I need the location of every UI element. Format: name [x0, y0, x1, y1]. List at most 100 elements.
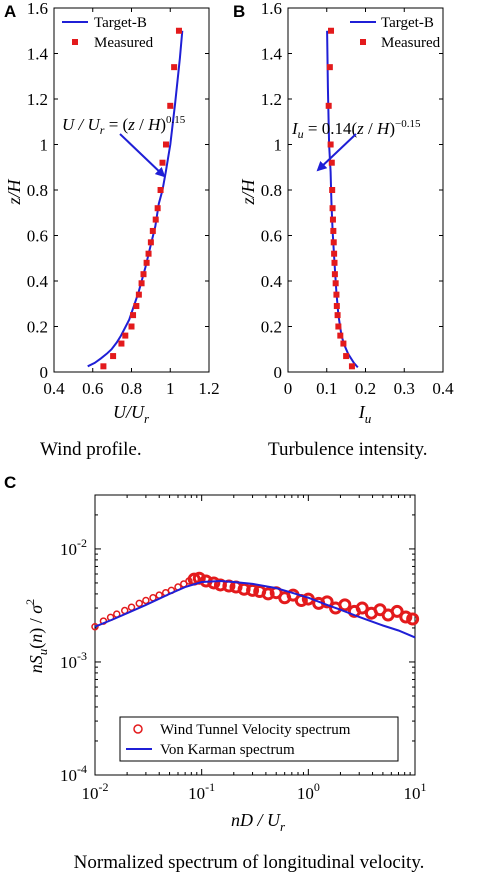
panel-c-y-axis-title: nSu(n) / σ2: [23, 599, 50, 673]
panel-b-y-axis-title: z/H: [238, 179, 258, 206]
panel-c-x-tick-label: 101: [404, 780, 427, 803]
panel-c-measured-point: [399, 610, 413, 624]
panel-a-measured-point: [157, 187, 164, 193]
panel-a-ticks: 0.4 0.6 0.8 1 1.2 0 0.2 0.4 0.6 0.8 1 1.2 1.4 1.6: [27, 0, 220, 398]
panel-a-measured-point: [175, 27, 182, 34]
panel-b-turbulence-intensity: 0 0.1 0.2 0.3 0.4 0 0.2 0.4 0.6 0.8 1 1.2 1.4 1.6 Tar…: [238, 0, 454, 460]
panel-b-x-tick-label: 0.4: [432, 379, 454, 398]
panel-b-y-tick-label: 1.4: [261, 45, 283, 64]
panel-b-x-tick-label: 0.2: [355, 379, 376, 398]
panel-a-measured-point: [110, 353, 117, 360]
panel-c-legend-wind-tunnel: Wind Tunnel Velocity spectrum: [160, 722, 351, 738]
panel-a-x-tick-label: 0.6: [82, 379, 103, 398]
panel-a-measured-point: [143, 259, 150, 266]
panel-a-measured-point: [171, 64, 178, 71]
panel-c-measured-point: [142, 596, 150, 605]
panel-a-x-axis-title: U/Ur: [113, 402, 150, 426]
panel-b-measured-point: [329, 205, 336, 212]
panel-b-target-b-line: [326, 30, 359, 369]
panel-b-measured-point: [331, 250, 338, 257]
panel-b-ticks: 0 0.1 0.2 0.3 0.4 0 0.2 0.4 0.6 0.8 1 1.2 1.4 1.6: [261, 0, 454, 398]
panel-a-y-tick-label: 1.2: [27, 90, 48, 109]
panel-a-measured-markers: [100, 27, 182, 370]
panel-b-legend-measured: Measured: [381, 35, 441, 51]
panel-b-measured-point: [334, 312, 341, 319]
panel-b-y-tick-label: 1.2: [261, 90, 282, 109]
panel-c-measured-point: [135, 599, 144, 608]
panel-c-measured-point: [207, 576, 221, 590]
panel-a-y-tick-label: 0.2: [27, 318, 48, 337]
panel-b-y-tick-label: 0.2: [261, 318, 282, 337]
panel-a-measured-point: [154, 205, 161, 212]
panel-a-measured-point: [128, 323, 135, 330]
panel-a-target-b-line: [87, 30, 184, 368]
panel-a-measured-point: [122, 332, 129, 339]
panel-b-measured-point: [331, 271, 338, 278]
panel-b-measured-point: [340, 340, 347, 347]
panel-a-legend-marker-sample: [72, 39, 78, 45]
panel-b-x-tick-label: 0.3: [394, 379, 415, 398]
panel-a-y-tick-label: 1.4: [27, 45, 49, 64]
panel-a-legend: Target-B Measured: [62, 15, 154, 51]
panel-b-annotation: Iu = 0.14(z / H)−0.15: [291, 118, 421, 141]
panel-a-measured-point: [159, 159, 166, 166]
panel-c-legend-circle-sample: [133, 724, 143, 734]
panel-c-y-tick-label: 10-3: [60, 649, 87, 672]
panel-a-legend-target-b: Target-B: [94, 15, 147, 31]
panel-c-measured-point: [338, 598, 352, 612]
panel-b-y-tick-label: 0.6: [261, 227, 282, 246]
panel-c-plot-frame: [94, 494, 416, 776]
panel-a-measured-point: [138, 280, 145, 287]
panel-b-measured-point: [326, 64, 333, 71]
panel-b-measured-point: [329, 187, 336, 193]
panel-letter-a: A: [4, 2, 16, 21]
panel-a-measured-point: [152, 216, 159, 223]
panel-b-measured-point: [333, 303, 340, 310]
panel-c-x-tick-label: 10-2: [82, 780, 109, 803]
panel-b-measured-point: [343, 353, 350, 360]
panel-b-y-tick-label: 0.4: [261, 272, 283, 291]
panel-c-legend-von-karman: Von Karman spectrum: [160, 742, 295, 758]
panel-a-x-tick-label: 1.2: [198, 379, 219, 398]
panel-b-caption: Turbulence intensity.: [268, 439, 428, 460]
panel-a-measured-point: [162, 141, 169, 148]
panel-b-target-b-curve: [326, 30, 359, 369]
panel-letter-b: B: [233, 2, 245, 21]
panel-a-x-tick-label: 0.8: [121, 379, 142, 398]
panel-c-measured-point: [320, 595, 334, 609]
panel-c-measured-point: [355, 601, 369, 615]
panel-c-legend: Wind Tunnel Velocity spectrum Von Karman…: [119, 716, 399, 762]
panel-b-y-tick-label: 1.6: [261, 0, 282, 18]
panel-a-annotation-arrow: [119, 133, 166, 178]
panel-a-measured-point: [147, 239, 154, 246]
panel-a-measured-point: [118, 340, 125, 347]
panel-c-measured-point: [91, 622, 99, 631]
panel-a-y-tick-label: 0.8: [27, 181, 48, 200]
panel-c-legend-box: [119, 716, 399, 762]
panel-a-annotation: U / Ur = (z / H)0.15: [62, 114, 186, 137]
panel-a-y-axis-title: z/H: [4, 179, 24, 206]
panel-a-x-tick-label: 0.4: [43, 379, 65, 398]
panel-a-measured-point: [130, 312, 137, 319]
panel-b-y-tick-label: 1: [274, 136, 283, 155]
panel-a-measured-point: [145, 250, 152, 257]
panel-b-legend: Target-B Measured: [350, 15, 441, 51]
panel-a-measured-point: [167, 102, 174, 109]
panel-c-caption: Normalized spectrum of longitudinal velo…: [74, 852, 425, 873]
panel-c-y-tick-label: 10-4: [60, 762, 87, 785]
panel-c-x-tick-label: 10-1: [188, 780, 215, 803]
panel-b-measured-point: [329, 216, 336, 223]
panel-c-measured-point: [246, 583, 260, 597]
panel-b-y-tick-label: 0: [274, 363, 283, 382]
panel-c-von-karman-curve: [94, 579, 416, 639]
panel-a-y-tick-label: 0: [40, 363, 49, 382]
panel-a-legend-measured: Measured: [94, 35, 154, 51]
panel-b-measured-point: [328, 159, 335, 166]
panel-c-x-tick-label: 100: [297, 780, 320, 803]
panel-c-measured-point: [261, 587, 275, 601]
panel-b-measured-point: [348, 363, 355, 370]
panel-a-measured-point: [140, 271, 147, 278]
panel-b-legend-target-b: Target-B: [381, 15, 434, 31]
panel-a-measured-point: [100, 363, 107, 370]
panel-b-x-tick-label: 0: [284, 379, 293, 398]
